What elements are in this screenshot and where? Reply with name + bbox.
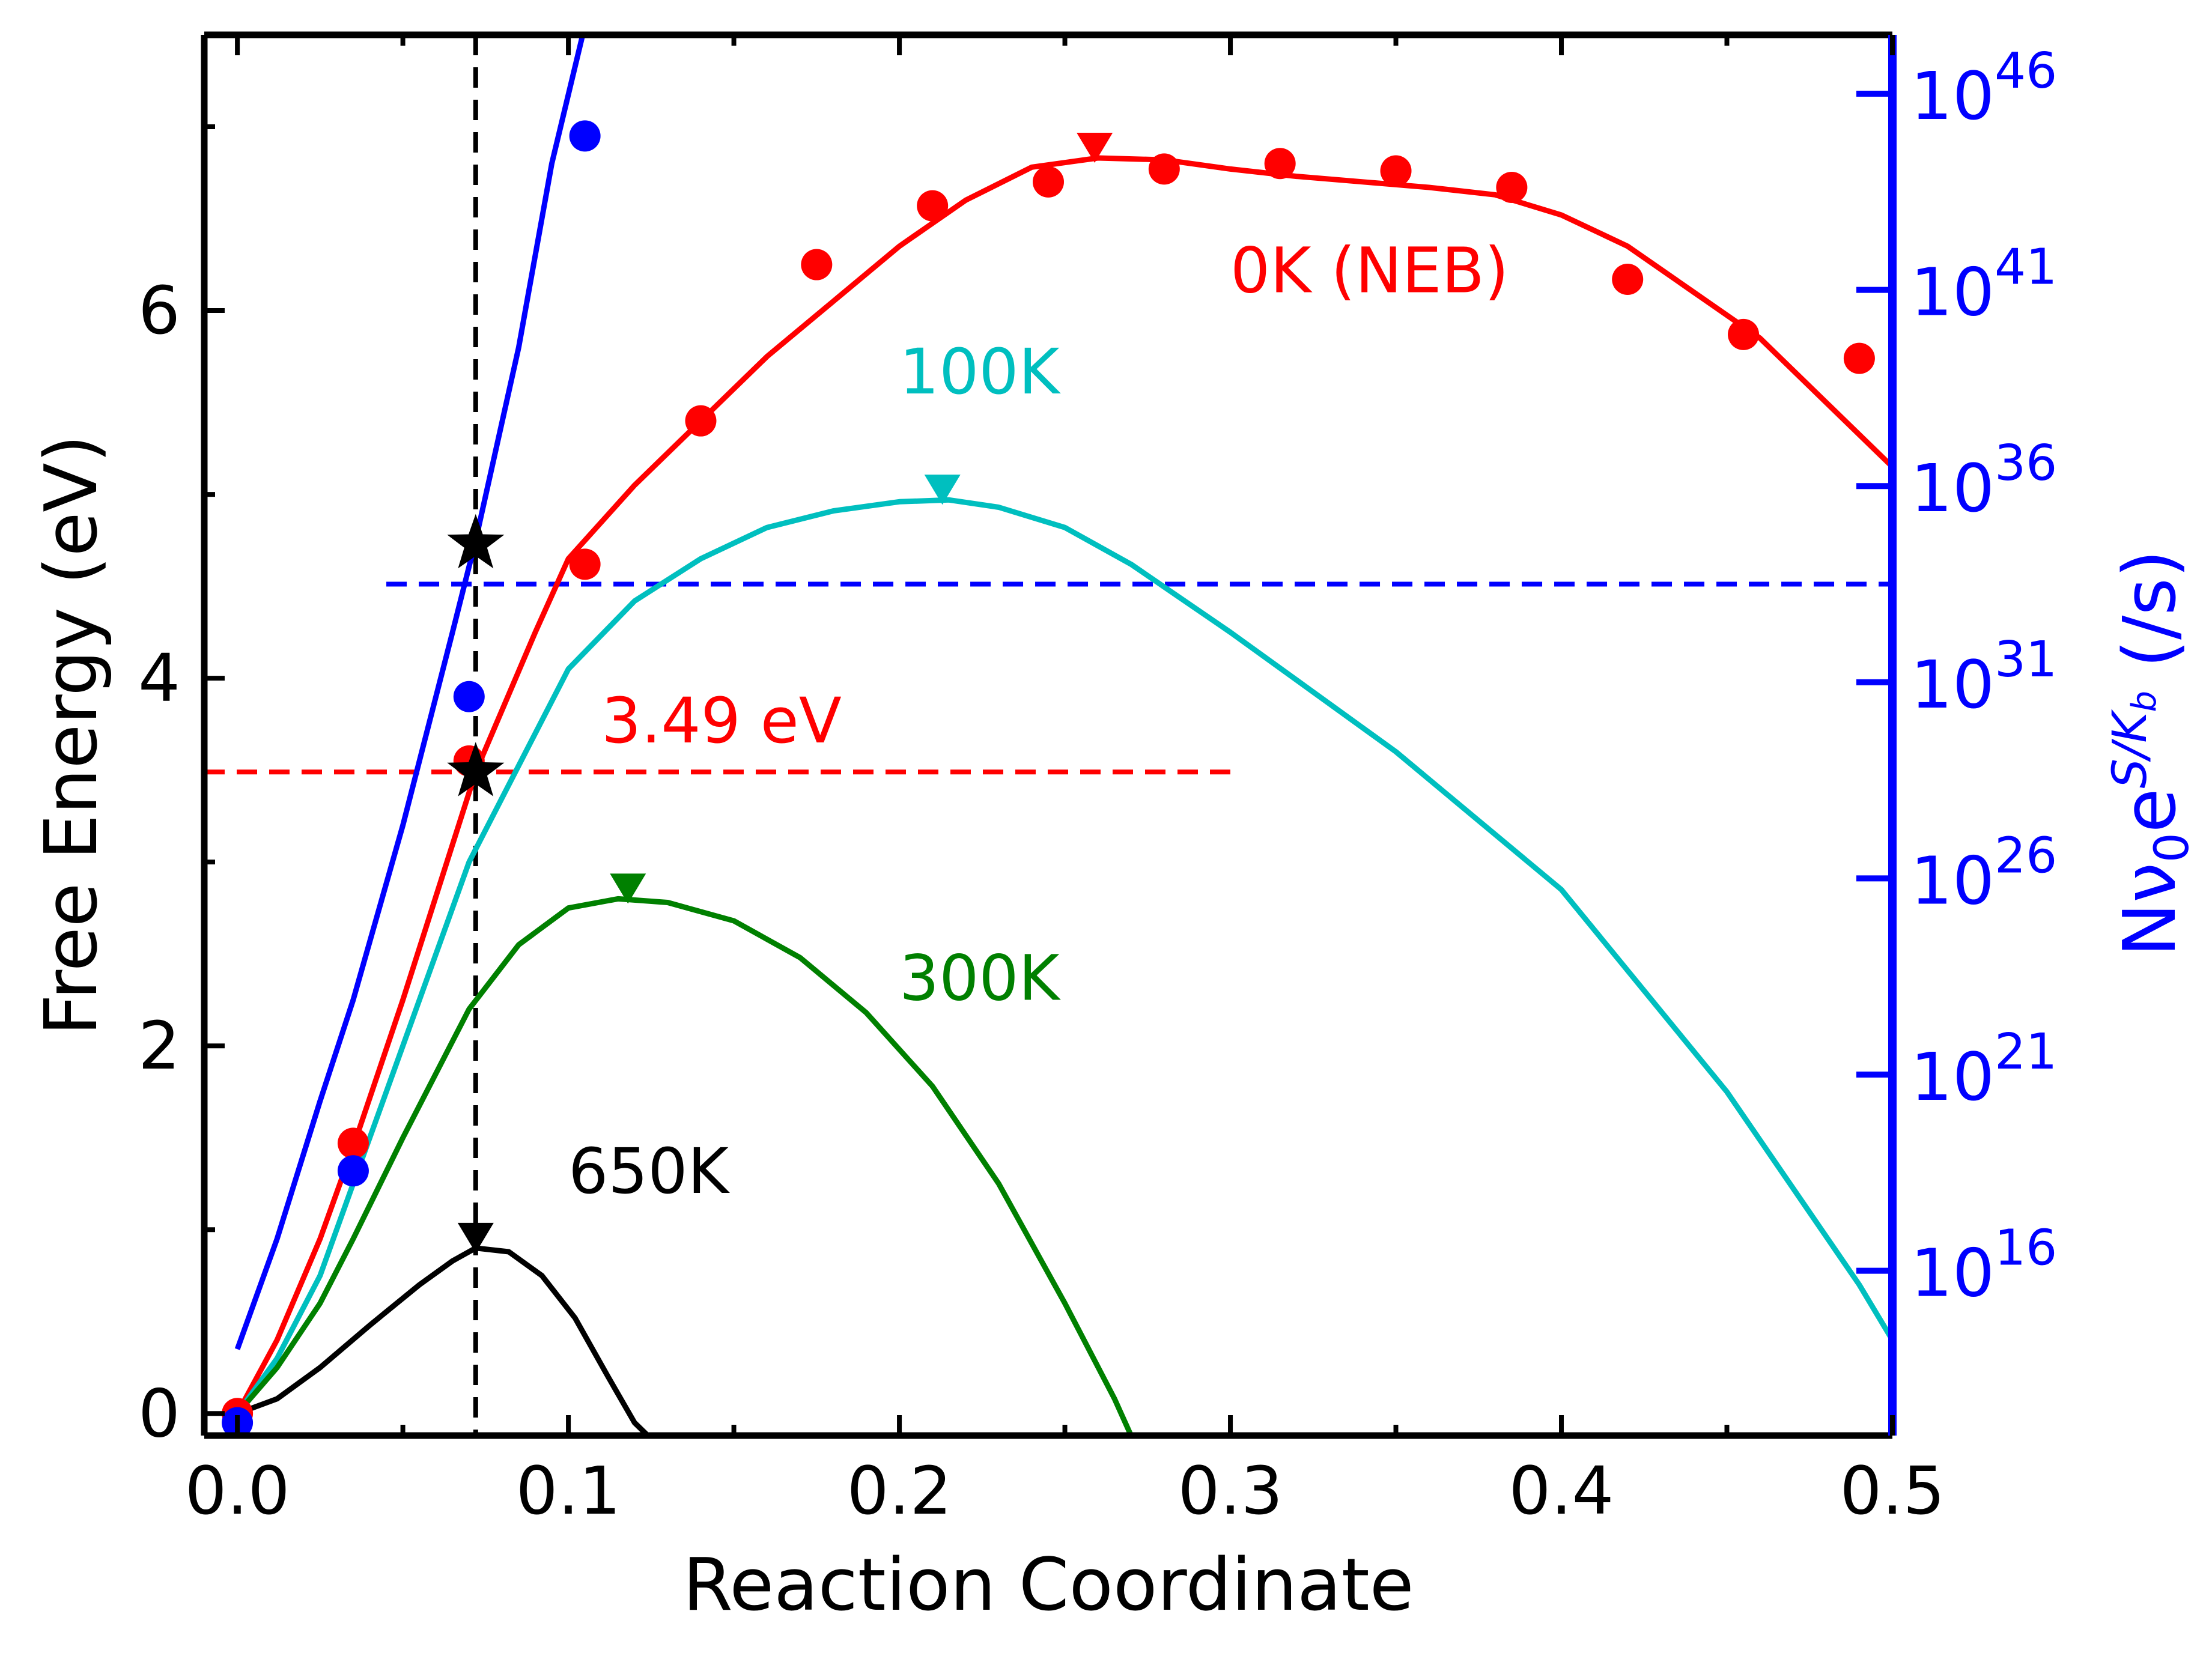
x-tick-label: 0.1 (516, 1452, 621, 1529)
y2-tick-label: 1046 (1910, 43, 2057, 135)
series-line-0 (235, 155, 1892, 1415)
y-axis-label: Free Energy (eV) (30, 435, 114, 1036)
point-4-2 (453, 681, 485, 712)
point-0-8 (1148, 153, 1180, 185)
y2-axis-label: Nν0eS/Kb (/s) (2103, 550, 2199, 957)
point-0-10 (1380, 155, 1412, 187)
point-0-3 (569, 548, 601, 580)
series-line-4 (234, 35, 586, 1350)
point-0-1 (337, 1127, 369, 1159)
y2-tick-label: 1036 (1910, 435, 2057, 527)
point-4-1 (337, 1155, 369, 1187)
y-tick-label: 6 (138, 272, 180, 349)
annotation-2: 3.49 eV (601, 684, 842, 757)
annotation-3: 300K (899, 942, 1062, 1015)
series-line-2 (235, 896, 1134, 1436)
y2-tick-label: 1016 (1910, 1220, 2057, 1312)
x-tick-label: 0.3 (1178, 1452, 1283, 1529)
y2-tick-label: 1041 (1910, 239, 2057, 331)
series-line-1 (235, 497, 1892, 1415)
point-0-7 (1033, 166, 1064, 198)
x-tick-label: 0.0 (185, 1452, 290, 1529)
x-tick-label: 0.2 (847, 1452, 952, 1529)
max-marker-3 (457, 1222, 494, 1253)
max-marker-2 (610, 873, 646, 904)
annotation-4: 650K (568, 1135, 731, 1208)
x-axis-label: Reaction Coordinate (682, 1544, 1414, 1627)
star-marker-0 (447, 742, 505, 796)
y-tick-label: 2 (138, 1007, 180, 1084)
y2-tick-label: 1026 (1910, 827, 2057, 919)
data-layer (204, 35, 1892, 1436)
point-0-14 (1843, 342, 1875, 374)
series-line-3 (236, 1245, 650, 1436)
max-marker-0 (1077, 133, 1113, 163)
x-tick-label: 0.5 (1840, 1452, 1945, 1529)
y-tick-label: 0 (138, 1375, 180, 1452)
point-0-5 (801, 249, 833, 281)
x-tick-label: 0.4 (1509, 1452, 1614, 1529)
y2-tick-label: 1021 (1910, 1024, 2057, 1115)
annotation-0: 0K (NEB) (1230, 234, 1509, 307)
star-marker-1 (447, 514, 505, 569)
annotation-1: 100K (899, 335, 1062, 408)
max-marker-1 (924, 475, 961, 505)
point-0-11 (1496, 172, 1528, 204)
point-0-6 (917, 190, 949, 222)
point-0-12 (1612, 264, 1644, 296)
axes: 0.0 0.1 0.2 0.3 0.4 0.5 0 2 4 6 1016 1021 1026 1031 10… (138, 31, 2057, 1529)
point-0-13 (1728, 318, 1760, 350)
point-4-3 (569, 120, 601, 152)
plot-area: 0K (NEB) 100K 3.49 eV 300K 650K (204, 35, 1892, 1436)
point-0-9 (1264, 148, 1296, 180)
y-tick-label: 4 (138, 640, 180, 717)
y2-tick-label: 1031 (1910, 631, 2057, 723)
point-0-4 (685, 405, 717, 437)
